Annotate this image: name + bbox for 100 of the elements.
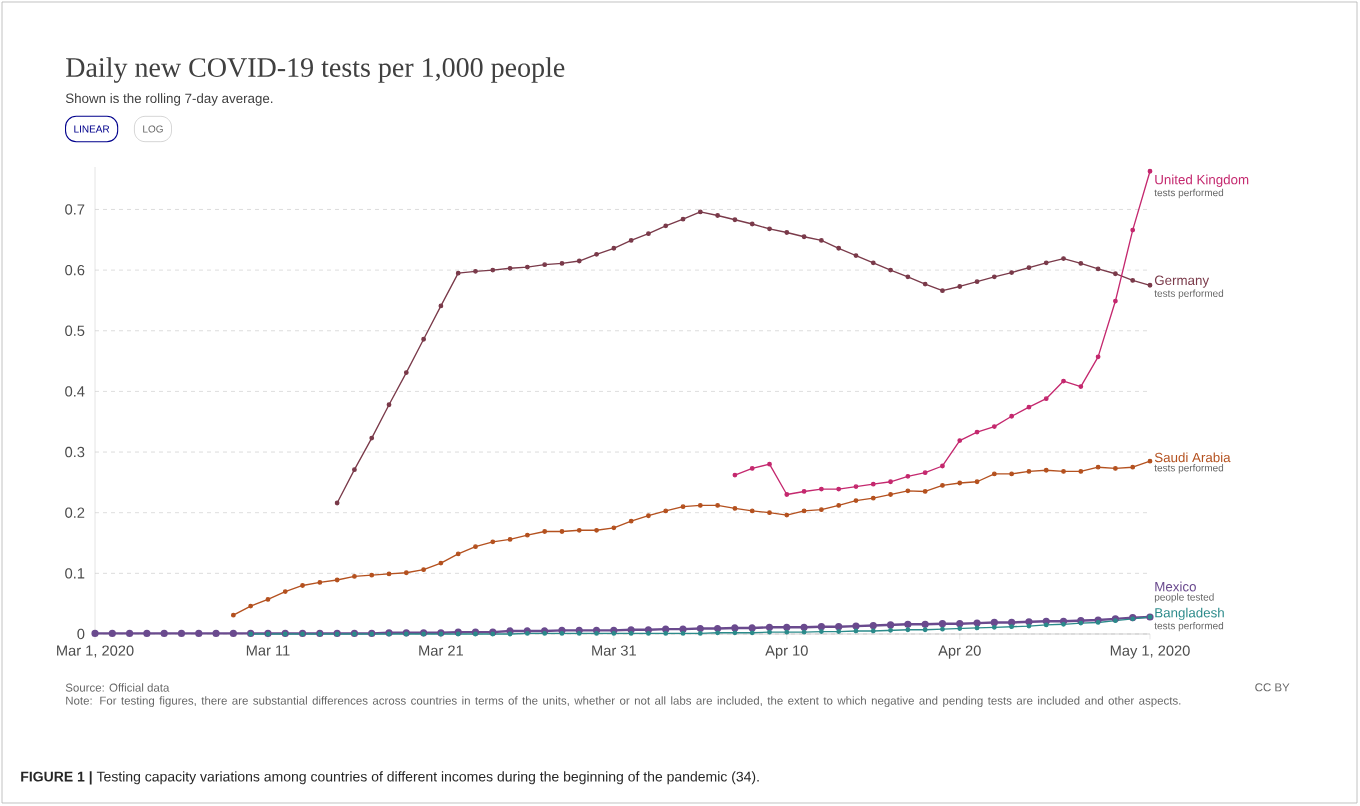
point xyxy=(646,630,651,636)
point xyxy=(507,265,513,271)
point xyxy=(818,629,824,634)
point xyxy=(1009,471,1015,477)
point xyxy=(507,536,513,542)
point xyxy=(663,508,669,514)
point xyxy=(628,630,634,636)
point xyxy=(1095,464,1101,470)
point xyxy=(801,489,807,494)
point xyxy=(1043,396,1049,402)
point xyxy=(905,274,911,280)
text: CC BY xyxy=(1255,683,1290,692)
point xyxy=(1026,404,1032,410)
point xyxy=(576,527,582,533)
point xyxy=(1009,624,1015,630)
point xyxy=(646,231,651,237)
point xyxy=(265,597,271,602)
point xyxy=(386,402,392,408)
point xyxy=(438,560,444,566)
point xyxy=(870,628,876,634)
x-tick-label: Mar 11 xyxy=(246,645,290,656)
point xyxy=(1026,265,1032,271)
point xyxy=(784,512,790,518)
point xyxy=(611,245,617,251)
point xyxy=(801,234,807,240)
point xyxy=(611,630,617,636)
point xyxy=(715,630,721,636)
point xyxy=(1043,467,1049,473)
point xyxy=(922,470,928,476)
annotation: tests performed xyxy=(1154,621,1224,632)
x-tick-label: Apr 10 xyxy=(765,645,808,659)
point xyxy=(1078,261,1084,266)
point xyxy=(524,264,530,270)
point xyxy=(991,274,997,280)
point xyxy=(922,489,928,494)
point xyxy=(369,572,375,578)
point xyxy=(905,627,911,633)
point xyxy=(957,284,963,289)
annotation: tests performed xyxy=(1154,188,1224,199)
point xyxy=(1095,266,1101,272)
source-note: Source: Official data xyxy=(65,683,170,692)
point xyxy=(732,630,738,636)
point xyxy=(836,486,842,492)
point xyxy=(767,226,772,232)
point xyxy=(1147,168,1153,174)
x-tick-label: May 1, 2020 xyxy=(1110,645,1190,659)
point xyxy=(403,370,409,375)
point xyxy=(594,630,599,636)
point xyxy=(1026,623,1032,629)
point xyxy=(818,486,824,492)
point xyxy=(974,279,980,285)
point xyxy=(749,466,755,471)
point xyxy=(853,253,859,258)
point xyxy=(1130,464,1136,470)
point xyxy=(905,473,911,479)
point xyxy=(1147,458,1153,464)
y-tick-label: 0.5 xyxy=(65,325,85,336)
y-tick-label: 0.2 xyxy=(65,507,85,518)
point xyxy=(1113,298,1118,304)
point xyxy=(940,483,945,488)
point xyxy=(611,525,617,531)
point xyxy=(1095,620,1101,625)
point xyxy=(542,529,548,534)
x-tick-label: Mar 21 xyxy=(419,645,463,656)
point xyxy=(1095,354,1101,360)
point xyxy=(352,573,357,579)
point xyxy=(282,589,288,594)
point xyxy=(749,221,755,227)
point xyxy=(974,479,980,485)
point xyxy=(352,467,357,473)
point xyxy=(732,506,738,511)
point xyxy=(421,567,427,573)
text: LINEAR xyxy=(74,125,110,133)
y-tick-label: 0.4 xyxy=(65,386,85,397)
point xyxy=(438,303,444,309)
point xyxy=(767,629,772,635)
point xyxy=(801,508,807,514)
point xyxy=(784,629,790,635)
point xyxy=(1061,378,1066,384)
series-label: Germany xyxy=(1154,275,1210,288)
point xyxy=(836,503,842,508)
point xyxy=(663,630,669,636)
point xyxy=(1009,270,1015,275)
point xyxy=(490,267,496,273)
point xyxy=(559,529,565,534)
point xyxy=(870,495,876,501)
point xyxy=(991,624,997,630)
point xyxy=(922,281,928,287)
point xyxy=(490,539,496,545)
point xyxy=(957,480,963,486)
point xyxy=(784,492,790,497)
point xyxy=(957,438,963,443)
point xyxy=(680,216,686,222)
point xyxy=(697,630,703,636)
point xyxy=(818,507,824,513)
y-tick-label: 0.7 xyxy=(65,204,85,215)
point xyxy=(888,267,893,273)
point xyxy=(663,223,669,229)
x-tick-label: Mar 31 xyxy=(592,645,636,656)
point xyxy=(784,230,790,235)
